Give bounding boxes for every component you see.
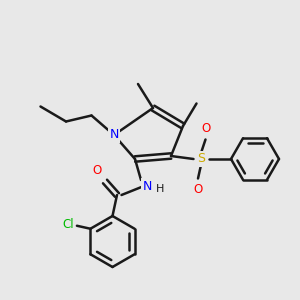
Text: Cl: Cl	[62, 218, 74, 231]
Text: N: N	[142, 179, 152, 193]
Text: O: O	[194, 183, 202, 196]
Text: O: O	[201, 122, 210, 136]
Text: N: N	[109, 128, 119, 142]
Text: O: O	[93, 164, 102, 178]
Text: S: S	[197, 152, 205, 166]
Text: H: H	[156, 184, 165, 194]
